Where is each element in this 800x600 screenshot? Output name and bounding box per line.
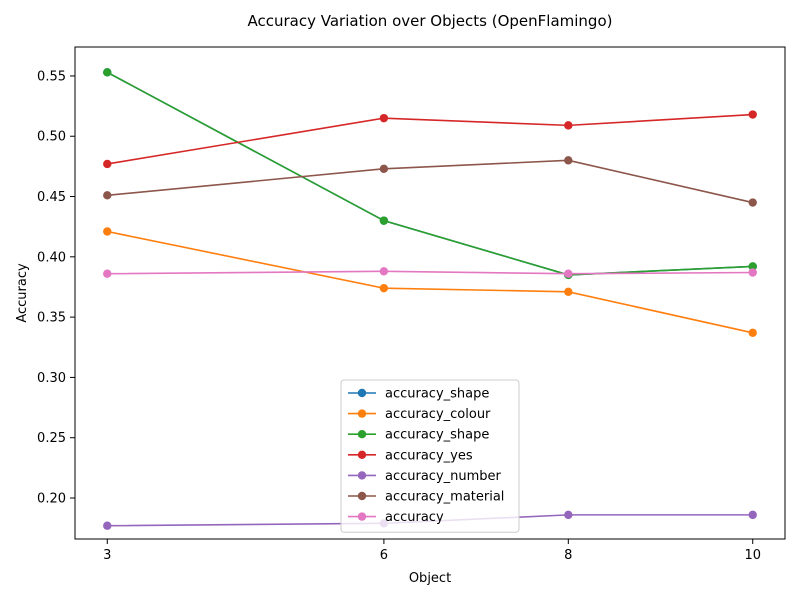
data-point [103,521,112,530]
legend-marker [357,491,367,501]
legend-marker [357,450,367,459]
x-tick-label: 10 [744,548,761,563]
legend-marker [357,388,367,398]
data-point [564,510,573,520]
y-tick-label: 0.50 [37,130,66,145]
series-accuracy-yes [103,110,757,169]
series-accuracy-shape [103,68,757,280]
x-tick-label: 3 [103,548,111,563]
data-point [748,328,757,337]
series-line [107,159,753,204]
y-tick-label: 0.35 [37,311,66,326]
data-point [748,262,757,271]
data-point [379,216,389,225]
series-accuracy-material [103,156,757,207]
series-line [106,71,753,276]
legend-label: accuracy_colour [385,407,491,422]
series-line [107,113,753,165]
legend-item: accuracy_material [348,490,504,505]
legend-box [340,379,520,533]
data-point [564,269,573,278]
legend-marker [357,409,367,418]
legend: accuracy_shape accuracy_colour accuracy_sh… [340,379,520,533]
y-axis-label: Accuracy [15,263,30,323]
plot-area [103,68,757,530]
y-axis-ticks: 0.20 0.25 0.30 0.35 0.40 0.45 0.50 0.55 [37,69,75,507]
data-point [748,268,757,277]
data-point [564,287,573,296]
y-tick-label: 0.40 [37,250,66,265]
legend-marker [357,471,367,480]
legend-label: accuracy_shape [385,387,489,402]
x-tick-label: 6 [380,548,388,563]
legend-label: accuracy_yes [385,448,473,463]
legend-label: accuracy [385,510,444,525]
axes-frame [74,46,786,540]
legend-item: accuracy_number [348,469,502,484]
data-point [103,68,112,77]
series-line [107,270,753,275]
y-tick-label: 0.55 [37,69,66,84]
series-accuracy-shape [103,68,757,280]
legend-item: accuracy_colour [348,407,491,422]
legend-label: accuracy_shape [385,428,489,443]
series-line [107,230,753,334]
legend-label: accuracy_material [385,490,504,505]
data-point [103,191,112,200]
series-line [106,71,753,276]
data-point [379,267,389,276]
x-axis-ticks: 3 6 8 10 [103,539,761,563]
legend-item: accuracy [348,510,444,525]
series-accuracy [103,267,757,278]
legend-marker [357,512,367,521]
legend-marker [357,430,367,439]
legend-item: accuracy_yes [348,448,473,463]
y-tick-label: 0.25 [37,431,66,446]
data-point [748,510,757,520]
series-accuracy-colour [103,227,757,337]
data-point [748,110,757,119]
chart-title: Accuracy Variation over Objects (OpenFla… [248,12,613,30]
y-tick-label: 0.20 [37,492,66,507]
y-tick-label: 0.45 [37,190,66,205]
legend-item: accuracy_shape [348,387,489,402]
data-point [564,121,573,130]
y-tick-label: 0.30 [37,371,66,386]
data-point [748,198,757,207]
data-point [564,156,573,165]
data-point [103,159,112,169]
legend-label: accuracy_number [385,469,502,484]
data-point [103,269,112,278]
data-point [379,283,389,293]
data-point [379,113,389,123]
x-tick-label: 8 [564,548,572,563]
data-point [379,164,389,173]
legend-item: accuracy_shape [348,428,489,443]
x-axis-label: Object [409,571,451,586]
data-point [103,227,112,236]
